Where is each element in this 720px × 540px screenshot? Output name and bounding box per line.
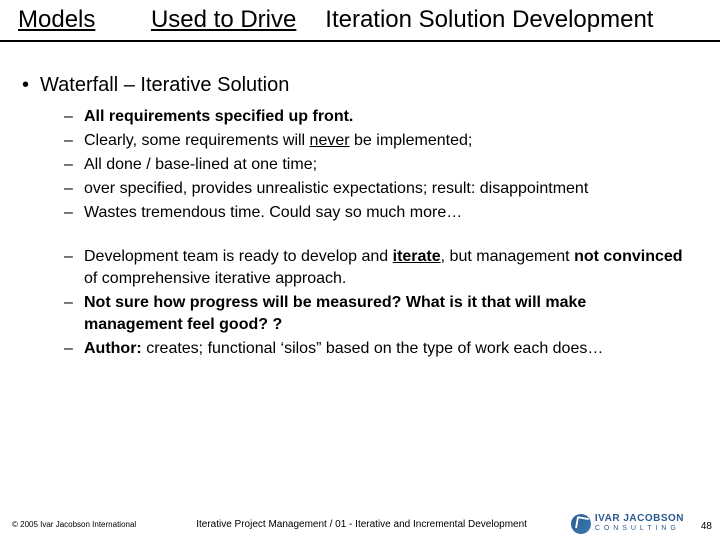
list-item: – Clearly, some requirements will never … [64,130,698,152]
slide-title: Models Used to Drive Iteration Solution … [18,6,702,34]
footer-center: Iterative Project Management / 01 - Iter… [196,519,527,530]
list-item: – Wastes tremendous time. Could say so m… [64,202,698,224]
text-run: of comprehensive iterative approach. [84,270,346,287]
title-gap1 [100,6,147,33]
sublist-1: – All requirements specified up front. –… [64,106,698,224]
dash-marker: – [64,178,84,200]
text-run: creates; functional ‘silos” based on the… [142,340,604,357]
text-run-underline: iterate [393,248,441,265]
text-run-bold: Author: [84,340,142,357]
dash-marker: – [64,202,84,224]
logo-mark-icon [571,514,591,534]
sub-text: Development team is ready to develop and… [84,246,684,290]
sub-text: Clearly, some requirements will never be… [84,130,472,152]
slide-body: • Waterfall – Iterative Solution – All r… [22,72,698,362]
title-part3: Iteration Solution Development [325,6,653,33]
title-part1: Models [18,6,95,33]
list-item: – Not sure how progress will be measured… [64,292,698,336]
dash-marker: – [64,292,84,314]
text-run: Clearly, some requirements will [84,132,310,149]
logo: IVAR JACOBSON C O N S U L T I N G [571,514,684,534]
sub-text: All done / base-lined at one time; [84,154,317,176]
dash-marker: – [64,154,84,176]
bullet-marker: • [22,72,40,98]
list-item: – Development team is ready to develop a… [64,246,698,290]
sub-text: Author: creates; functional ‘silos” base… [84,338,603,360]
list-item: – All done / base-lined at one time; [64,154,698,176]
text-run: Development team is ready to develop and [84,248,393,265]
sub-text: Not sure how progress will be measured? … [84,292,684,336]
title-gap2 [301,6,321,33]
list-item: – All requirements specified up front. [64,106,698,128]
slide: Models Used to Drive Iteration Solution … [0,0,720,540]
title-part2: Used to Drive [151,6,296,33]
dash-marker: – [64,246,84,268]
logo-sub: C O N S U L T I N G [595,524,684,534]
bullet-level1: • Waterfall – Iterative Solution [22,72,698,98]
list-item: – Author: creates; functional ‘silos” ba… [64,338,698,360]
bullet-text: Waterfall – Iterative Solution [40,72,289,98]
logo-brand: IVAR JACOBSON [595,514,684,524]
sublist-2: – Development team is ready to develop a… [64,246,698,360]
copyright: © 2005 Ivar Jacobson International [12,520,136,529]
dash-marker: – [64,130,84,152]
sub-text: over specified, provides unrealistic exp… [84,178,588,200]
sub-text: Wastes tremendous time. Could say so muc… [84,202,462,224]
list-item: – over specified, provides unrealistic e… [64,178,698,200]
dash-marker: – [64,338,84,360]
logo-text: IVAR JACOBSON C O N S U L T I N G [595,514,684,534]
text-run-bold: not convinced [574,248,682,265]
text-run: , but management [441,248,574,265]
dash-marker: – [64,106,84,128]
text-run: be implemented; [350,132,473,149]
text-run-underline: never [310,132,350,149]
page-number: 48 [701,521,712,532]
title-rule [0,40,720,42]
sub-text: All requirements specified up front. [84,106,353,128]
